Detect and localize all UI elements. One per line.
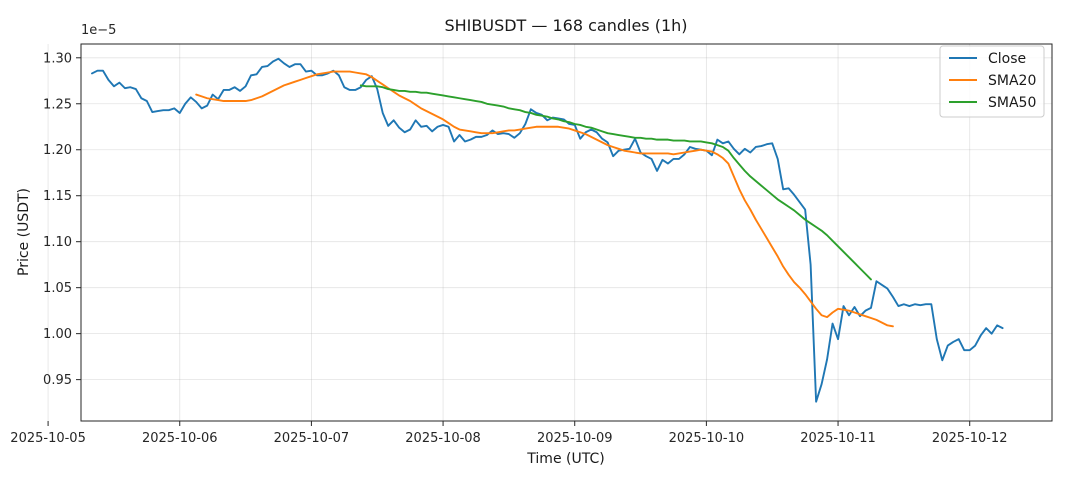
- y-axis-ticks: 0.95 1.00 1.05 1.10 1.15 1.20 1.25 1.30: [43, 51, 81, 388]
- legend-label-close: Close: [988, 51, 1026, 67]
- series-line-sma20: [195, 70, 894, 328]
- x-axis-ticks: 2025-10-05 2025-10-06 2025-10-07 2025-10-08…: [10, 421, 1007, 446]
- series-lines: [91, 57, 1004, 403]
- x-tick-label: 2025-10-09: [537, 431, 613, 446]
- legend-box: [939, 45, 1045, 118]
- legend: Close SMA20 SMA50: [939, 45, 1045, 118]
- y-tick-label: 1.25: [43, 97, 72, 112]
- y-tick-label: 1.30: [43, 51, 72, 66]
- x-axis-label: Time (UTC): [526, 451, 604, 467]
- x-tick-label: 2025-10-06: [142, 431, 218, 446]
- y-tick-label: 1.05: [43, 281, 72, 296]
- x-tick-label: 2025-10-11: [800, 431, 876, 446]
- x-tick-label: 2025-10-05: [10, 431, 86, 446]
- x-tick-label: 2025-10-12: [932, 431, 1008, 446]
- legend-label-sma50: SMA50: [988, 95, 1036, 111]
- y-tick-label: 1.20: [43, 143, 72, 158]
- y-tick-label: 0.95: [43, 373, 72, 388]
- plot-area-frame: [80, 43, 1053, 422]
- series-line-sma50: [359, 84, 872, 281]
- x-tick-label: 2025-10-08: [405, 431, 481, 446]
- y-tick-label: 1.10: [43, 235, 72, 250]
- y-tick-label: 1.00: [43, 327, 72, 342]
- y-axis-label: Price (USDT): [16, 188, 32, 276]
- grid: [47, 44, 1052, 421]
- x-tick-label: 2025-10-07: [274, 431, 350, 446]
- y-tick-label: 1.15: [43, 189, 72, 204]
- series-line-close: [91, 57, 1004, 403]
- chart-title: SHIBUSDT — 168 candles (1h): [444, 16, 687, 35]
- legend-label-sma20: SMA20: [988, 73, 1036, 89]
- x-tick-label: 2025-10-10: [669, 431, 745, 446]
- y-axis-multiplier: 1e−5: [81, 23, 116, 38]
